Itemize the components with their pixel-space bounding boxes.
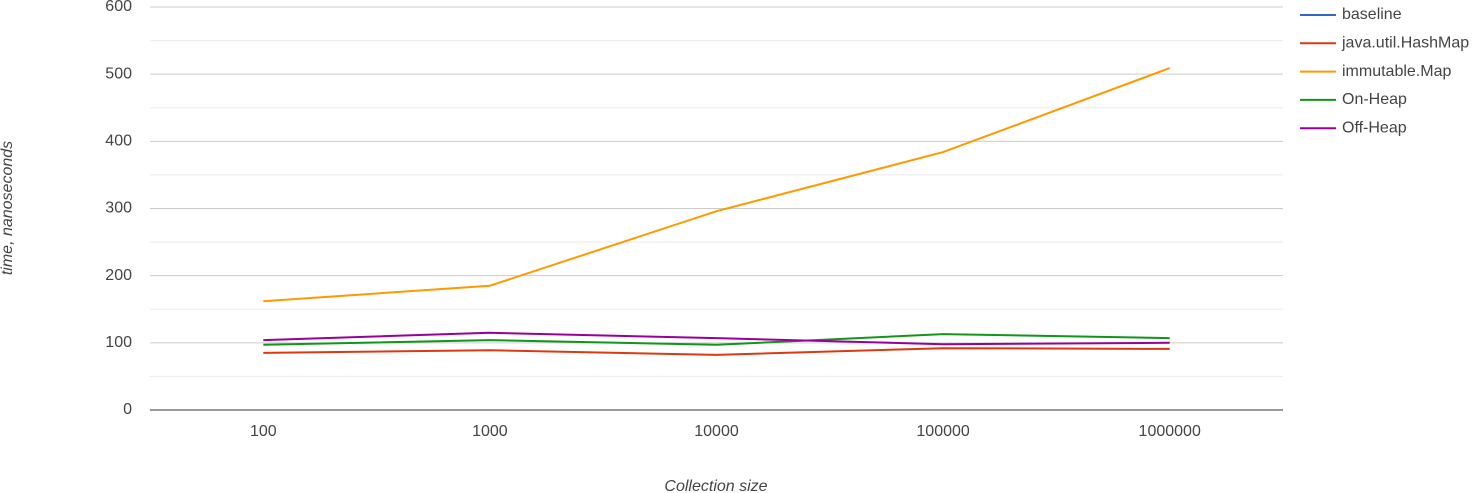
y-axis-title: time, nanoseconds [0,141,16,275]
y-tick-label: 600 [105,0,132,15]
x-tick-label: 1000000 [1139,423,1201,440]
x-tick-label: 1000 [472,423,508,440]
y-tick-label: 300 [105,200,132,217]
x-axis-title: Collection size [664,478,767,493]
y-tick-label: 100 [105,334,132,351]
series-line [263,67,1171,303]
y-tick-label: 500 [105,65,132,82]
y-tick-label: 0 [123,401,132,418]
legend-label: Off-Heap [1342,119,1407,136]
legend-label: immutable.Map [1342,63,1451,80]
x-tick-label: 100 [250,423,277,440]
x-tick-label: 100000 [916,423,969,440]
series-line [263,333,1170,346]
y-tick-label: 400 [105,133,132,150]
y-tick-label: 200 [105,267,132,284]
legend-label: java.util.HashMap [1341,35,1469,52]
series-line [263,347,1170,356]
legend-label: baseline [1342,6,1402,23]
legend-label: On-Heap [1342,91,1407,108]
series-line [263,331,1170,346]
x-tick-label: 10000 [694,423,739,440]
